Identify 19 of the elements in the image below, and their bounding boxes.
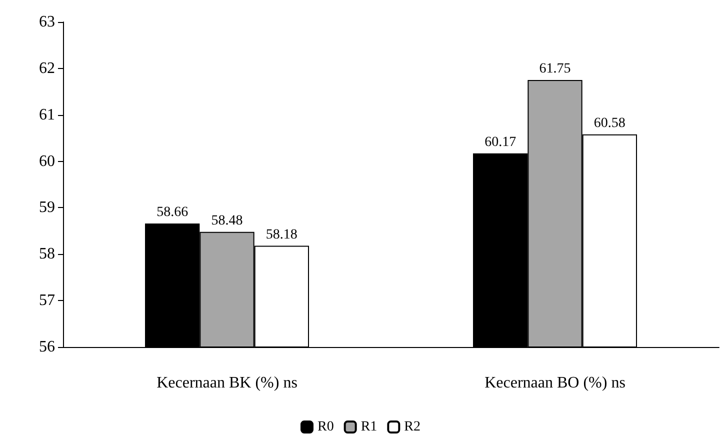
- x-tick-label: Kecernaan BO (%) ns: [484, 374, 626, 392]
- legend-label: R0: [317, 420, 334, 434]
- y-tick-label: 63: [39, 14, 55, 30]
- y-tick-label: 58: [39, 246, 55, 263]
- legend-label: R1: [360, 420, 378, 434]
- y-tick-label: 59: [39, 199, 55, 216]
- y-tick-label: 57: [39, 292, 55, 310]
- y-tick-label: 62: [39, 60, 55, 77]
- y-tick-label: 56: [39, 338, 55, 356]
- x-tick-label: Kecernaan BK (%) ns: [156, 374, 298, 392]
- data-label: 58.18: [266, 227, 298, 242]
- y-tick-label: 61: [39, 106, 55, 124]
- y-tick-label: 60: [39, 152, 55, 170]
- data-label: 58.66: [156, 205, 188, 220]
- data-label: 58.48: [211, 213, 243, 228]
- legend-label: R2: [404, 420, 421, 434]
- data-label: 60.17: [484, 134, 516, 150]
- data-label: 60.58: [594, 116, 626, 131]
- data-label: 61.75: [539, 62, 571, 77]
